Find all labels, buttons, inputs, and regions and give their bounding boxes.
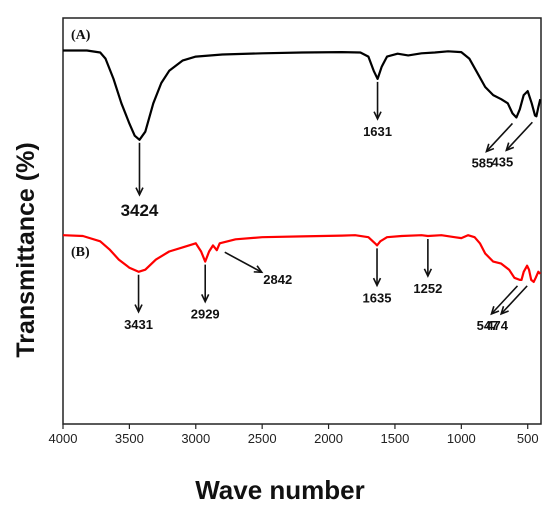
annotation-arrowhead	[201, 294, 210, 304]
annotation-label: 1252	[413, 281, 442, 296]
annotation-label: 1635	[363, 290, 392, 305]
series-line-a	[63, 49, 542, 141]
annotation-arrowhead	[423, 268, 433, 278]
annotation-arrow	[490, 285, 519, 315]
annotation-arrowhead	[485, 143, 495, 153]
annotation-arrow	[224, 251, 263, 273]
annotation-arrowhead	[373, 111, 382, 121]
annotation-arrow	[485, 122, 514, 153]
annotation-arrowhead	[490, 305, 500, 316]
annotation-label: 435	[492, 154, 514, 169]
x-tick-label: 3500	[115, 431, 144, 446]
x-tick-label: 2500	[248, 431, 277, 446]
y-axis-label: Transmittance (%)	[12, 142, 40, 357]
annotation-arrowhead	[505, 142, 515, 152]
annotation-label: 547	[477, 318, 499, 333]
annotation-label: 474	[486, 318, 508, 333]
x-tick-label: 1000	[447, 431, 476, 446]
x-tick-label: 500	[517, 431, 539, 446]
annotation-arrow	[500, 285, 528, 315]
annotation-arrow	[505, 121, 533, 151]
series-layer	[62, 49, 542, 283]
series-line-b	[62, 234, 542, 283]
annotation-arrowhead	[499, 305, 509, 316]
x-ticks: 4000 3500 3000 2500 2000 1500 1000 500	[49, 424, 539, 446]
panel-label-b: (B)	[71, 245, 90, 260]
annotation-label: 3424	[121, 201, 159, 220]
annotation-arrowhead	[253, 265, 264, 274]
annotation-arrowhead	[135, 187, 144, 197]
annotation-label: 2842	[263, 272, 292, 287]
annotation-label: 585	[472, 155, 494, 170]
plot-frame	[62, 17, 542, 425]
x-tick-label: 1500	[380, 431, 409, 446]
axes	[62, 17, 542, 425]
x-tick-label: 3000	[181, 431, 210, 446]
x-tick-label: 2000	[314, 431, 343, 446]
annotation-arrowhead	[372, 277, 382, 288]
annotation-label: 2929	[191, 307, 220, 322]
annotation-label: 3431	[124, 317, 153, 332]
panel-label-a: (A)	[71, 28, 91, 43]
x-tick-label: 4000	[49, 431, 78, 446]
x-axis-label: Wave number	[195, 475, 365, 505]
annotation-arrowhead	[134, 304, 143, 314]
annotation-label: 1631	[363, 124, 392, 139]
